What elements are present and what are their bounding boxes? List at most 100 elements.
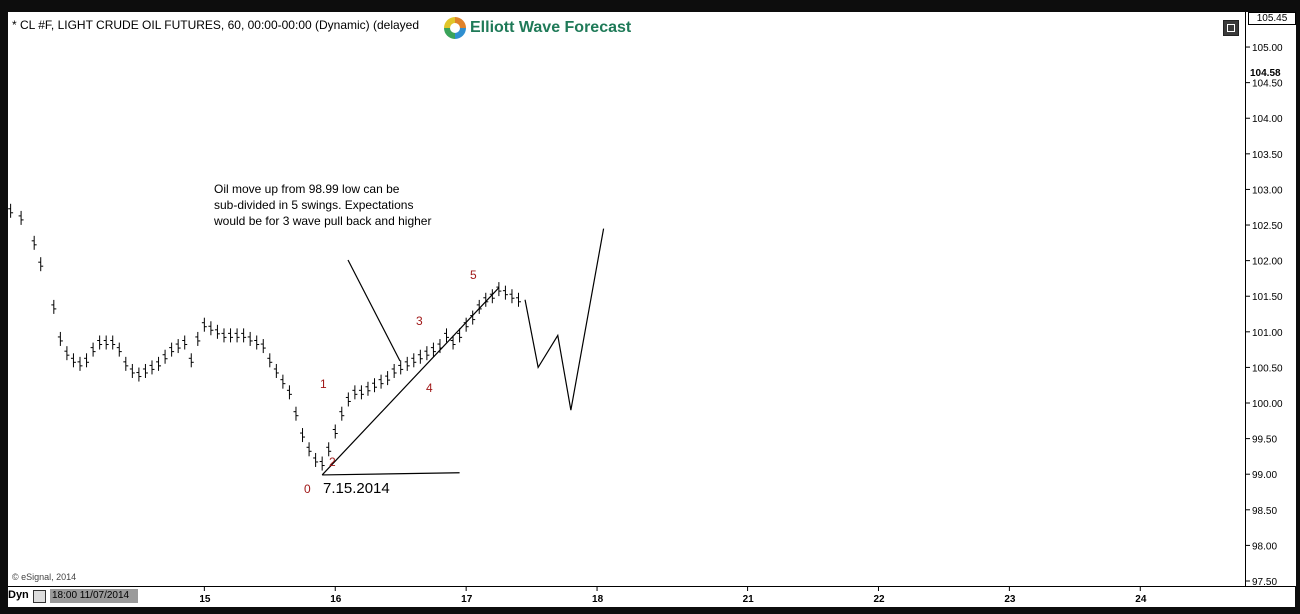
projected-path-line <box>524 228 605 411</box>
logo-text: Elliott Wave Forecast <box>470 19 632 36</box>
price-bar <box>103 335 109 350</box>
price-tick-label: 99.50 <box>1252 435 1277 446</box>
price-bar <box>457 328 463 343</box>
price-tick-label: 100.50 <box>1252 363 1283 374</box>
price-bar <box>214 324 220 339</box>
price-bar <box>162 349 168 364</box>
price-bar <box>450 335 456 350</box>
time-tick-label: 15 <box>199 594 211 605</box>
price-bar <box>313 452 319 467</box>
price-bar <box>228 328 234 343</box>
price-tick-label: 105.00 <box>1252 43 1283 54</box>
price-bar <box>241 328 247 343</box>
price-bar <box>8 203 14 218</box>
price-tick-label: 102.50 <box>1252 221 1283 232</box>
price-bar <box>260 339 266 354</box>
current-price-label: 104.58 <box>1250 68 1281 79</box>
price-bar <box>169 342 175 357</box>
price-bar <box>149 360 155 375</box>
price-bar <box>404 356 410 371</box>
analysis-note: Oil move up from 98.99 low can be sub-di… <box>214 181 474 229</box>
price-bar <box>77 356 83 371</box>
price-axis[interactable]: 105.00 104.50 104.00 103.50 103.00 102.50 102.… <box>1245 12 1296 586</box>
window-restore-button[interactable] <box>1223 20 1239 36</box>
wave-label-0: 0 <box>304 482 311 496</box>
time-tick-label: 22 <box>873 594 885 605</box>
wave-label-4: 4 <box>426 381 433 395</box>
time-tick-label: 24 <box>1135 594 1147 605</box>
price-bar <box>182 335 188 350</box>
price-tick-label: 101.50 <box>1252 292 1283 303</box>
price-bar <box>57 331 63 346</box>
trend-line <box>321 287 500 476</box>
copyright-text: © eSignal, 2014 <box>12 572 77 582</box>
price-bar <box>273 363 279 378</box>
price-bar <box>352 385 358 400</box>
price-bar <box>300 428 306 443</box>
price-bar <box>444 328 450 343</box>
price-bar <box>38 257 44 272</box>
logo-icon <box>444 17 466 39</box>
wave-label-3: 3 <box>416 314 423 328</box>
analysis-note-line-2: sub-divided in 5 swings. Expectations <box>214 198 414 212</box>
price-bar <box>391 363 397 378</box>
chart-area[interactable]: * CL #F, LIGHT CRUDE OIL FUTURES, 60, 00… <box>8 12 1245 586</box>
price-bar <box>502 285 508 300</box>
cursor-date-field[interactable]: 18:00 11/07/2014 <box>50 589 138 603</box>
price-bar <box>417 349 423 364</box>
price-bar <box>509 289 515 304</box>
price-chart <box>8 203 605 476</box>
price-bar <box>267 353 273 368</box>
price-bar <box>142 363 148 378</box>
price-tick-label: 103.00 <box>1252 185 1283 196</box>
price-tick-label: 101.00 <box>1252 328 1283 339</box>
time-tick-label: 21 <box>743 594 755 605</box>
price-bar <box>293 406 299 421</box>
price-tick-label: 104.00 <box>1252 114 1283 125</box>
price-bar <box>319 456 325 471</box>
price-bar <box>424 346 430 361</box>
price-bar <box>234 328 240 343</box>
price-bar <box>221 328 227 343</box>
price-bar <box>280 374 286 389</box>
price-bar <box>365 381 371 396</box>
price-bar <box>175 339 181 354</box>
annotation-pointer-line <box>347 259 401 362</box>
price-bar <box>129 363 135 378</box>
price-bar <box>398 360 404 375</box>
price-bar <box>123 356 129 371</box>
price-bar <box>339 406 345 421</box>
dyn-toggle-button[interactable] <box>33 590 46 603</box>
price-tick-label: 103.50 <box>1252 150 1283 161</box>
analysis-note-line-3: would be for 3 wave pull back and higher <box>214 214 432 228</box>
price-bar <box>136 367 142 382</box>
price-bar <box>188 353 194 368</box>
price-bar <box>110 335 116 350</box>
price-tick-label: 97.50 <box>1252 577 1277 586</box>
price-tick-label: 102.00 <box>1252 257 1283 268</box>
price-bar <box>326 442 332 457</box>
price-bar <box>332 424 338 439</box>
price-tick-label: 99.00 <box>1252 470 1277 481</box>
price-bar <box>306 442 312 457</box>
price-bar <box>97 335 103 350</box>
price-bar <box>358 385 364 400</box>
price-bar <box>516 292 522 307</box>
price-bar <box>201 317 207 332</box>
base-line <box>322 472 460 476</box>
price-bar <box>254 335 260 350</box>
time-tick-label: 16 <box>330 594 342 605</box>
wave-label-2: 2 <box>329 455 336 469</box>
price-bar <box>70 353 76 368</box>
price-bar <box>90 342 96 357</box>
price-bar <box>430 342 436 357</box>
date-label: 7.15.2014 <box>323 480 390 497</box>
chart-title: * CL #F, LIGHT CRUDE OIL FUTURES, 60, 00… <box>12 18 420 32</box>
wave-label-5: 5 <box>470 268 477 282</box>
price-bar <box>247 331 253 346</box>
price-bar <box>345 392 351 407</box>
price-bar <box>18 210 24 225</box>
time-axis[interactable]: Dyn 18:00 11/07/2014 15 16 17 18 21 22 23 24 <box>8 586 1295 607</box>
price-bar <box>84 353 90 368</box>
time-tick-label: 23 <box>1004 594 1016 605</box>
